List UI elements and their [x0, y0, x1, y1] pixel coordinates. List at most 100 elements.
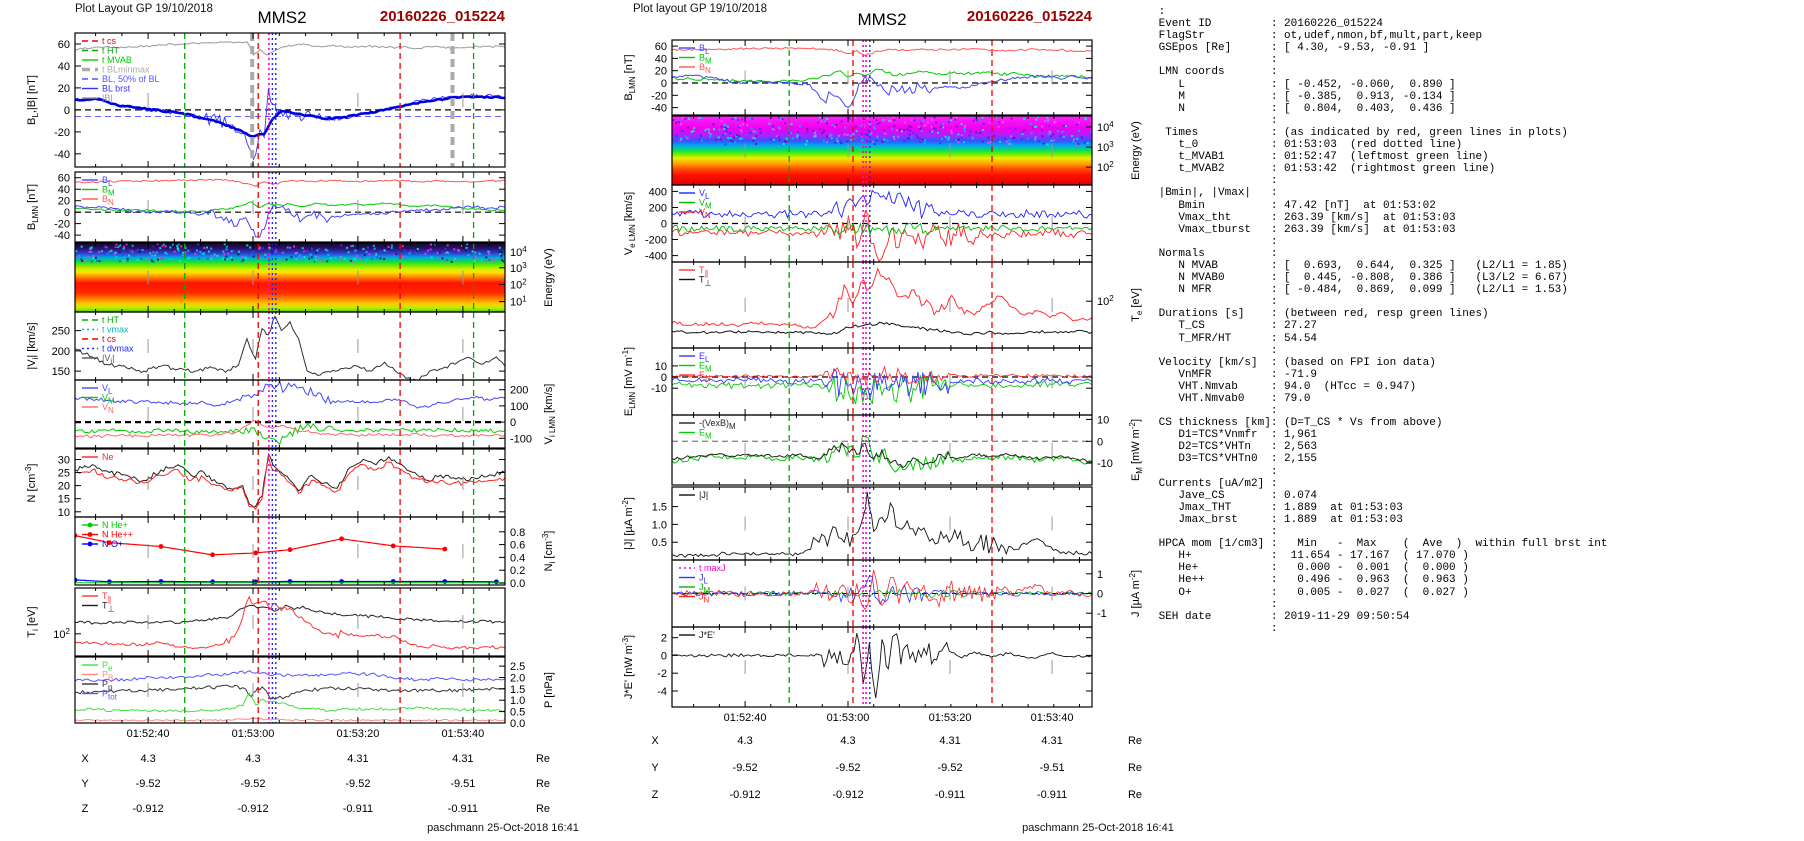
info-line: Event ID : 20160226_015224 [1152, 18, 1384, 31]
info-line: LMN coords : [1152, 66, 1278, 79]
legend-label: |Vi| [102, 353, 114, 366]
y-tick-label: 1.5 [652, 502, 667, 514]
y-axis-label: BLMN [nT] [26, 184, 40, 230]
plot-frame [74, 516, 506, 586]
data-point-marker [390, 543, 396, 549]
legend-label: VL [102, 383, 113, 396]
y-tick-label: 60 [655, 41, 667, 53]
data-point-marker [158, 544, 164, 549]
y-tick-label: 0 [661, 78, 667, 90]
plot-series [672, 442, 1092, 469]
right-tick-label: 0.4 [510, 552, 525, 564]
plot-series [672, 435, 1092, 473]
plot-series [75, 315, 505, 380]
x-tick-label: 01:53:00 [232, 728, 275, 740]
pos-row-label: Z [652, 789, 659, 801]
panel-te: 102 Te [eV] T∥T⊥ [671, 261, 1144, 349]
right-axis-label: Ni [cm-3] [541, 531, 557, 572]
legend-label: -(VexB)M [699, 418, 736, 431]
data-point-marker [253, 550, 258, 556]
y-tick-label: 0 [661, 650, 667, 662]
panel-ti: 102 Ti [eV] T∥T⊥ [26, 587, 506, 657]
spacecraft-title-middle: MMS2 [857, 10, 907, 29]
y-tick-label: 60 [58, 173, 70, 185]
plot-series [75, 178, 505, 187]
info-line: N MFR : [ -0.484, 0.869, 0.099 ] (L2/L1 … [1152, 284, 1568, 297]
legend-label: EL [699, 351, 710, 364]
info-line: Normals : [1152, 247, 1278, 260]
pos-value: 4.31 [939, 735, 960, 747]
legend-label: BN [699, 62, 711, 75]
right-tick-label: 0.6 [510, 540, 525, 552]
legend-label: BN [102, 194, 114, 207]
y-tick-label: 20 [58, 196, 70, 208]
legend-label: T∥ [699, 265, 709, 278]
info-line: Durations [s] : (between red, resp green… [1152, 308, 1489, 321]
panel-jde: 2 0 -2 -4 J*E' [nW m-3] J*E' [621, 626, 1093, 708]
right-tick-label: 2.0 [510, 673, 525, 685]
data-point-marker [339, 536, 344, 542]
right-tick-label: 102 [510, 277, 527, 291]
info-line: SEH date : 2019-11-29 09:50:54 [1152, 610, 1410, 623]
plot-layout-label-left: Plot Layout GP 19/10/2018 [75, 3, 213, 15]
right-axis-label: Energy (eV) [543, 248, 555, 307]
y-tick-label: 200 [52, 346, 70, 358]
plot-series [672, 492, 1092, 558]
pos-unit: Re [536, 778, 550, 790]
pos-value: 4.31 [347, 753, 368, 765]
right-tick-label: 102 [1097, 294, 1114, 308]
plot-series [672, 222, 1092, 237]
y-tick-label: 1.0 [652, 519, 667, 531]
plot-series [75, 456, 505, 511]
y-tick-label: 10 [655, 361, 667, 373]
plot-series [75, 604, 505, 625]
pos-unit: Re [1128, 789, 1142, 801]
plot-series [75, 95, 505, 138]
legend-label: |J| [699, 490, 708, 500]
legend-label: Pp [102, 679, 113, 692]
info-line: HPCA mom [1/cm3] : Min - Max ( Ave ) wit… [1152, 538, 1608, 551]
spectrogram-image [75, 243, 505, 312]
pos-value: -9.52 [938, 762, 963, 774]
legend-label: BL, 50% of BL [102, 74, 160, 84]
y-tick-label: 30 [58, 455, 70, 467]
legend-label: VN [699, 207, 711, 220]
right-tick-label: 0.2 [510, 565, 525, 577]
info-line: O+ : 0.005 - 0.027 ( 0.027 ) [1152, 586, 1469, 599]
right-tick-label: 101 [510, 295, 527, 309]
y-tick-label: -200 [645, 235, 667, 247]
legend-label: t vmax [102, 325, 129, 335]
data-point-marker [107, 540, 112, 546]
plot-series [672, 569, 1092, 611]
right-tick-label: 104 [1097, 120, 1114, 134]
plot-series [75, 670, 505, 682]
y-tick-label: 20 [655, 66, 667, 78]
right-tick-label: 1.0 [510, 695, 525, 707]
plot-frame [74, 379, 506, 449]
info-line: He++ : 0.496 - 0.963 ( 0.963 ) [1152, 574, 1469, 587]
info-line: : [1152, 598, 1278, 611]
spectrogram-image [672, 116, 1092, 185]
pos-value: -9.52 [835, 762, 860, 774]
right-tick-label: 1 [1097, 569, 1103, 581]
y-tick-label: 0 [64, 207, 70, 219]
plot-series [672, 210, 1092, 262]
legend-label: t HT [102, 46, 120, 56]
info-line: FlagStr : ot,udef,nmon,bf,mult,part,keep [1152, 30, 1483, 43]
panel-electron-energy-spectrogram: 104 103 102 Energy (eV) [671, 115, 1142, 186]
y-axis-label: Ti [eV] [26, 606, 40, 637]
legend-label: N O+ [102, 539, 123, 549]
plot-frame [671, 39, 1093, 116]
right-tick-label: -1 [1097, 608, 1107, 620]
plot-frame [74, 587, 506, 657]
legend-label: BL [699, 43, 710, 56]
plot-frame [74, 656, 506, 724]
y-tick-label: 0 [64, 105, 70, 117]
info-line: : [1152, 6, 1166, 18]
legend-label: t HT [102, 315, 120, 325]
y-tick-label: -40 [651, 103, 667, 115]
info-line: Jave_CS : 0.074 [1152, 489, 1318, 502]
legend-label: t dvmax [102, 344, 134, 354]
